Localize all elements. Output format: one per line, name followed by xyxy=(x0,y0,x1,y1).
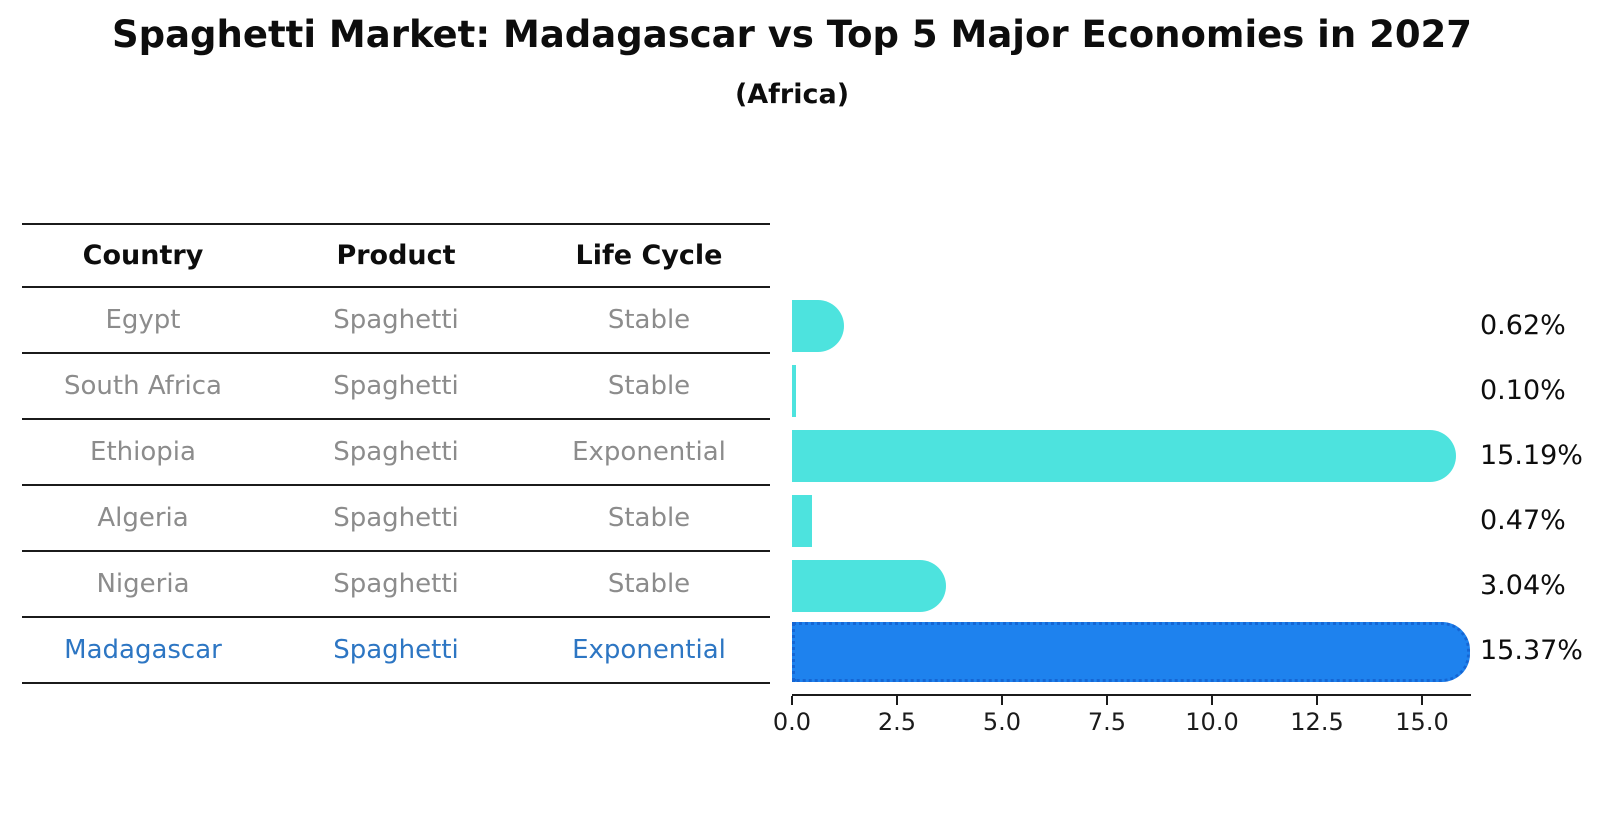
table-cell-product: Spaghetti xyxy=(333,437,459,467)
table-cell-country: Ethiopia xyxy=(90,437,196,467)
bar-madagascar xyxy=(792,622,1470,682)
table-cell-product: Spaghetti xyxy=(333,305,459,335)
bar-nigeria xyxy=(792,560,946,612)
x-axis-tick xyxy=(1211,696,1213,705)
value-label-nigeria: 3.04% xyxy=(1480,570,1566,601)
table-header-country: Country xyxy=(82,240,204,271)
table-cell-product: Spaghetti xyxy=(333,503,459,533)
table-cell-lifecycle: Stable xyxy=(607,503,691,533)
bar-ethiopia xyxy=(792,430,1456,482)
bar-algeria xyxy=(792,495,812,547)
table-cell-country: Algeria xyxy=(97,503,189,533)
chart-subtitle: (Africa) xyxy=(734,79,850,110)
table-cell-country: Madagascar xyxy=(64,635,222,665)
bar-south-africa xyxy=(792,365,797,417)
x-axis-tick-label: 2.5 xyxy=(877,708,917,736)
table-cell-country: Nigeria xyxy=(96,569,190,599)
table-cell-lifecycle: Stable xyxy=(607,569,691,599)
table-cell-lifecycle: Stable xyxy=(607,371,691,401)
table-header-product: Product xyxy=(336,240,456,271)
table-cell-lifecycle: Stable xyxy=(607,305,691,335)
table-body: Egypt Spaghetti Stable South Africa Spaghett… xyxy=(22,288,770,684)
table-header-row: Country Product Life Cycle xyxy=(22,223,770,288)
x-axis-tick-label: 5.0 xyxy=(982,708,1022,736)
table-row-south-africa: South Africa Spaghetti Stable xyxy=(22,354,770,420)
value-label-ethiopia: 15.19% xyxy=(1480,440,1583,471)
x-axis-tick-label: 12.5 xyxy=(1290,708,1344,736)
table-cell-lifecycle: Exponential xyxy=(572,635,726,665)
table-cell-country: South Africa xyxy=(64,371,222,401)
table-row-ethiopia: Ethiopia Spaghetti Exponential xyxy=(22,420,770,486)
table-row-nigeria: Nigeria Spaghetti Stable xyxy=(22,552,770,618)
x-axis-tick xyxy=(1316,696,1318,705)
x-axis-line xyxy=(792,694,1471,696)
table-cell-lifecycle: Exponential xyxy=(572,437,726,467)
table-cell-product: Spaghetti xyxy=(333,569,459,599)
chart-title: Spaghetti Market: Madagascar vs Top 5 Ma… xyxy=(111,13,1473,56)
value-label-egypt: 0.62% xyxy=(1480,310,1566,341)
bar-egypt xyxy=(792,300,845,352)
table-cell-country: Egypt xyxy=(105,305,181,335)
x-axis-tick-label: 7.5 xyxy=(1087,708,1127,736)
table-row-algeria: Algeria Spaghetti Stable xyxy=(22,486,770,552)
table-cell-product: Spaghetti xyxy=(333,371,459,401)
x-axis-tick xyxy=(1001,696,1003,705)
table-cell-product: Spaghetti xyxy=(333,635,459,665)
x-axis-tick xyxy=(896,696,898,705)
x-axis-tick-label: 10.0 xyxy=(1185,708,1239,736)
x-axis-tick-label: 15.0 xyxy=(1395,708,1449,736)
x-axis-tick xyxy=(1421,696,1423,705)
value-label-madagascar: 15.37% xyxy=(1480,635,1583,666)
value-label-south-africa: 0.10% xyxy=(1480,375,1566,406)
table-header-lifecycle: Life Cycle xyxy=(575,240,723,271)
table-row-madagascar: Madagascar Spaghetti Exponential xyxy=(22,618,770,684)
x-axis-tick xyxy=(791,696,793,705)
x-axis-tick-label: 0.0 xyxy=(772,708,812,736)
value-label-algeria: 0.47% xyxy=(1480,505,1566,536)
table-row-egypt: Egypt Spaghetti Stable xyxy=(22,288,770,354)
x-axis-tick xyxy=(1106,696,1108,705)
country-table: Country Product Life Cycle Egypt Spaghett… xyxy=(22,223,770,684)
